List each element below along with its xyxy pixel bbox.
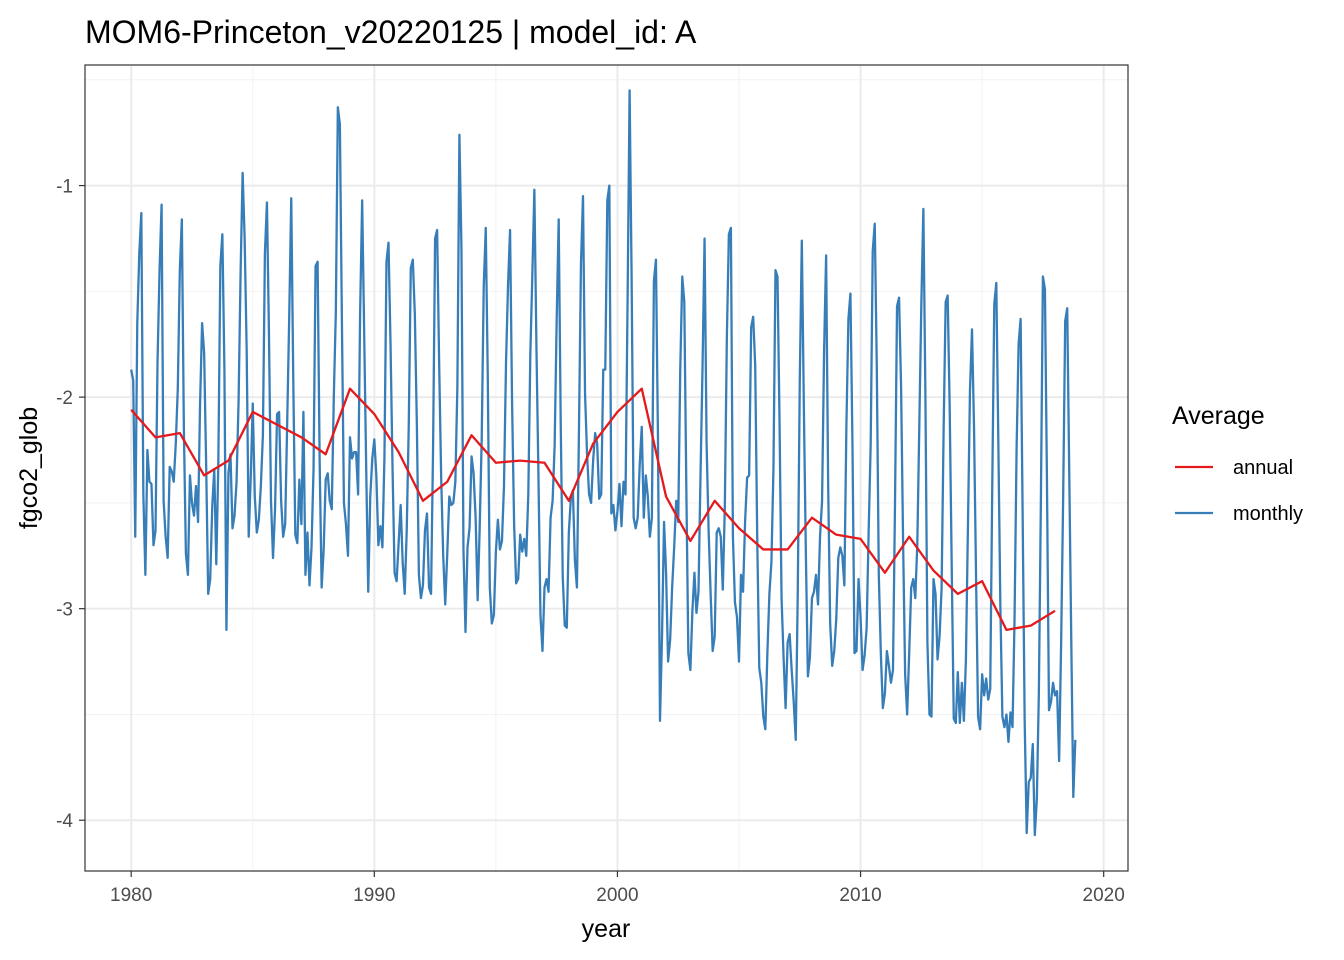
grid-major [85,65,1128,871]
y-axis-title: fgco2_glob [15,407,43,529]
panel-border [84,64,1129,872]
x-tick-label: 1990 [353,885,395,906]
y-tick-label: -4 [56,811,73,832]
legend: Average annual monthly [1172,402,1303,525]
series-layer [130,89,1077,837]
legend-label-annual: annual [1233,457,1293,479]
x-tick-label: 2010 [839,885,881,906]
y-tick-label: -1 [56,177,73,198]
plot-panel [84,64,1129,872]
legend-label-monthly: monthly [1233,503,1303,525]
x-axis-title: year [582,915,631,943]
x-axis: 1980 1990 2000 2010 2020 [110,871,1125,906]
legend-title: Average [1172,402,1265,430]
y-axis: -4 -3 -2 -1 [56,177,85,832]
x-tick-label: 2000 [596,885,638,906]
x-tick-label: 1980 [110,885,152,906]
grid-minor [85,65,1128,871]
legend-items: annual monthly [1175,457,1303,525]
y-tick-label: -3 [56,600,73,621]
series-monthly-line [130,89,1077,837]
y-tick-label: -2 [56,388,73,409]
series-annual-line [130,387,1056,631]
chart-title: MOM6-Princeton_v20220125 | model_id: A [85,14,697,50]
x-tick-label: 2020 [1083,885,1125,906]
